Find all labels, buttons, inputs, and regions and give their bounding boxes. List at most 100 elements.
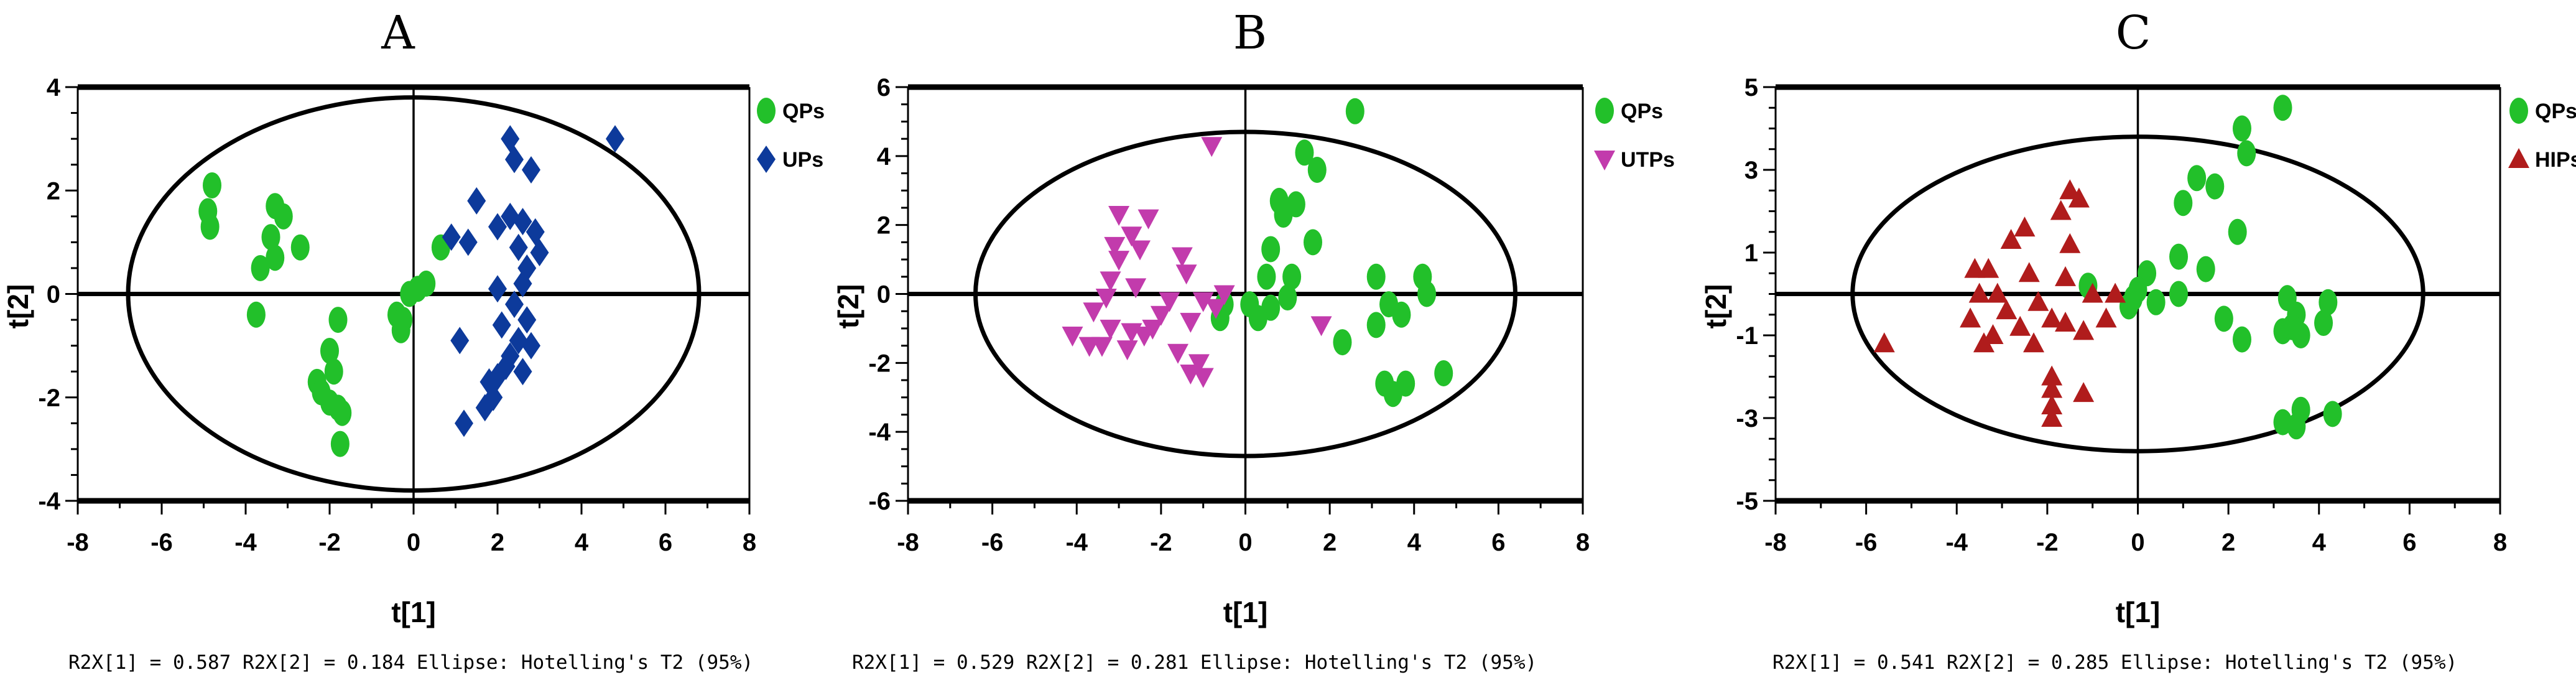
- series-qps: [198, 172, 450, 457]
- y-tick-label: 2: [877, 212, 891, 240]
- data-point-ups: [606, 125, 624, 153]
- x-tick-label: 8: [2493, 529, 2507, 556]
- data-point-qps: [2232, 326, 2251, 353]
- data-point-ups: [513, 269, 532, 297]
- x-tick-label: -6: [151, 529, 173, 556]
- chart-panel-a: A -8 -6 -4 -2 0 2 4 6 8 -4 -2 0 2 4 t[1] t[2] QPs UPs R2X[1…: [2, 6, 825, 674]
- data-point-ups: [513, 358, 532, 386]
- legend: QPs UTPs: [1594, 98, 1675, 172]
- data-point-hips: [2023, 332, 2045, 353]
- data-point-qps: [2169, 281, 2189, 307]
- data-point-ups: [505, 291, 524, 319]
- data-point-utps: [1192, 292, 1214, 312]
- series-qps: [1210, 98, 1453, 408]
- data-point-hips: [2000, 229, 2022, 249]
- y-tick-label: 1: [1744, 240, 1758, 267]
- data-point-hips: [2059, 233, 2081, 253]
- data-point-qps: [1278, 284, 1297, 311]
- data-point-qps: [290, 234, 310, 261]
- data-point-utps: [1129, 240, 1151, 261]
- y-tick-label: 4: [877, 143, 891, 170]
- data-point-qps: [333, 399, 352, 426]
- data-point-qps: [261, 224, 280, 251]
- legend-marker-qps: [2509, 98, 2528, 124]
- series-hips: [1873, 179, 2126, 427]
- x-tick-label: 6: [1491, 529, 1505, 556]
- data-point-qps: [2237, 140, 2256, 167]
- data-point-hips: [2082, 282, 2103, 303]
- data-point-utps: [1201, 137, 1223, 157]
- data-point-ups: [522, 332, 540, 360]
- panel-title: C: [2116, 6, 2151, 60]
- data-point-qps: [2174, 190, 2193, 217]
- data-point-qps: [1392, 301, 1411, 328]
- y-axis-label: t[2]: [2, 284, 34, 329]
- data-point-qps: [2282, 314, 2302, 340]
- x-tick-label: -2: [1150, 529, 1172, 556]
- data-point-qps: [1240, 291, 1259, 318]
- x-tick-label: 6: [659, 529, 672, 556]
- data-point-hips: [2055, 266, 2076, 286]
- y-tick-label: -3: [1736, 405, 1758, 432]
- y-tick-label: 3: [1744, 157, 1758, 184]
- data-point-hips: [2041, 407, 2063, 427]
- data-point-utps: [1213, 285, 1235, 305]
- x-tick-label: -2: [2036, 529, 2059, 556]
- data-point-utps: [1121, 226, 1142, 247]
- data-point-qps: [266, 245, 285, 271]
- x-axis-label: t[1]: [391, 596, 436, 628]
- data-point-hips: [1982, 324, 2004, 344]
- data-point-hips: [1973, 332, 1995, 353]
- data-point-hips: [2073, 320, 2095, 340]
- data-point-utps: [1180, 312, 1202, 333]
- series-utps: [1062, 137, 1332, 388]
- data-point-utps: [1108, 206, 1130, 226]
- data-point-ups: [517, 306, 537, 334]
- y-tick-label: -4: [868, 419, 891, 446]
- y-tick-label: 5: [1744, 74, 1758, 101]
- panel-title: A: [381, 6, 415, 60]
- data-point-utps: [1137, 209, 1159, 230]
- y-axis-label: t[2]: [1700, 284, 1732, 329]
- legend-label: QPs: [782, 100, 825, 123]
- data-point-utps: [1310, 316, 1332, 337]
- data-point-ups: [488, 213, 507, 241]
- data-point-hips: [2105, 282, 2126, 303]
- data-point-hips: [1986, 282, 2008, 303]
- legend-label: QPs: [1621, 100, 1663, 123]
- data-point-hips: [2055, 312, 2076, 332]
- data-point-qps: [2187, 165, 2207, 192]
- data-point-qps: [2196, 256, 2215, 282]
- panel-title: B: [1233, 6, 1267, 60]
- data-point-hips: [2095, 307, 2117, 328]
- y-tick-label: -4: [38, 488, 60, 515]
- x-tick-label: -6: [981, 529, 1004, 556]
- data-point-hips: [1960, 307, 1981, 328]
- data-point-qps: [2205, 173, 2225, 200]
- data-point-ups: [526, 218, 545, 246]
- data-point-ups: [442, 223, 461, 251]
- x-tick-label: -4: [234, 529, 257, 556]
- x-tick-label: 4: [1407, 529, 1422, 556]
- x-tick-label: 0: [407, 529, 420, 556]
- data-point-qps: [1261, 236, 1281, 263]
- legend-label: HIPs: [2535, 148, 2576, 172]
- x-tick-label: 0: [1238, 529, 1252, 556]
- variance-explained-caption: R2X[1] = 0.587 R2X[2] = 0.184 Ellipse: H…: [68, 651, 753, 674]
- x-tick-label: -8: [897, 529, 919, 556]
- legend: QPs UPs: [757, 98, 825, 173]
- hotelling-t2-ellipse: [1850, 134, 2425, 454]
- data-point-qps: [274, 203, 293, 230]
- data-point-qps: [330, 431, 350, 457]
- data-point-qps: [251, 254, 270, 281]
- data-point-qps: [200, 213, 220, 240]
- data-point-utps: [1100, 271, 1121, 292]
- data-point-ups: [492, 311, 511, 339]
- data-point-ups: [458, 228, 478, 256]
- hotelling-t2-ellipse: [126, 95, 702, 493]
- legend-marker-ups: [757, 146, 776, 173]
- data-point-utps: [1083, 302, 1105, 323]
- data-point-utps: [1150, 305, 1172, 326]
- data-point-qps: [2214, 305, 2233, 332]
- data-point-qps: [1333, 329, 1352, 356]
